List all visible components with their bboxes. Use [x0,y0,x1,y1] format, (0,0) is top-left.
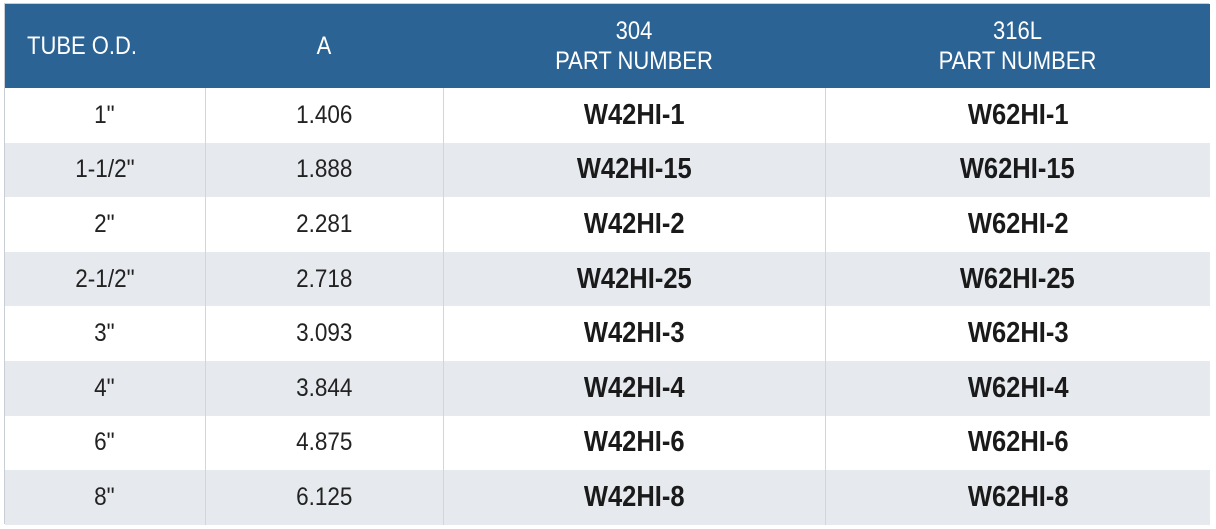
table-row: 8" 6.125 W42HI-8 W62HI-8 [5,470,1210,525]
a-value: 1.406 [295,100,353,129]
cell-a: 6.125 [205,470,444,525]
cell-part-304: W42HI-25 [443,251,826,307]
part-number-316l: W62HI-1 [967,98,1069,131]
part-number-316l: W62HI-4 [967,371,1069,404]
a-value: 2.718 [295,264,353,293]
a-value: 3.844 [295,373,353,402]
part-number-304: W42HI-25 [576,262,692,295]
a-value: 3.093 [295,319,353,348]
part-number-304: W42HI-3 [583,317,685,350]
a-value: 4.875 [295,428,353,457]
cell-part-304: W42HI-3 [443,306,826,361]
a-value: 1.888 [295,155,353,184]
a-value: 2.281 [295,209,353,238]
cell-part-316l: W62HI-8 [825,470,1210,525]
cell-tube-od: 2-1/2" [5,251,206,307]
table-row: 6" 4.875 W42HI-6 W62HI-6 [5,415,1210,471]
tube-od-value: 1" [94,100,116,129]
cell-part-316l: W62HI-6 [825,415,1210,471]
part-number-316l: W62HI-8 [967,480,1069,513]
part-number-304: W42HI-2 [583,207,685,240]
part-number-304: W42HI-6 [583,426,685,459]
cell-tube-od: 6" [5,415,206,471]
header-a-label: A [316,32,332,60]
a-value: 6.125 [295,482,353,511]
cell-part-316l: W62HI-2 [825,197,1210,252]
table-row: 1" 1.406 W42HI-1 W62HI-1 [5,88,1210,143]
header-a: A [205,4,443,88]
part-number-316l: W62HI-2 [967,207,1069,240]
table-row: 2" 2.281 W42HI-2 W62HI-2 [5,197,1210,252]
cell-part-316l: W62HI-3 [825,306,1210,361]
tube-od-value: 6" [94,428,116,457]
cell-part-316l: W62HI-25 [825,251,1210,307]
part-number-316l: W62HI-3 [967,317,1069,350]
cell-part-316l: W62HI-15 [825,142,1210,198]
cell-a: 1.406 [205,88,444,143]
cell-part-304: W42HI-1 [443,88,826,143]
part-number-table-container: TUBE O.D. A 304 PART NUMBER 316L PART NU… [4,3,1210,525]
header-316l-line2: PART NUMBER [938,47,1097,75]
cell-part-304: W42HI-4 [443,360,826,416]
table-row: 3" 3.093 W42HI-3 W62HI-3 [5,306,1210,361]
part-number-316l: W62HI-6 [967,426,1069,459]
header-304-part-number: 304 PART NUMBER [443,4,825,88]
part-number-table: TUBE O.D. A 304 PART NUMBER 316L PART NU… [5,4,1210,525]
cell-tube-od: 2" [5,197,206,252]
cell-part-304: W42HI-2 [443,197,826,252]
cell-a: 2.281 [205,197,444,252]
tube-od-value: 4" [94,373,116,402]
table-row: 1-1/2" 1.888 W42HI-15 W62HI-15 [5,142,1210,198]
part-number-304: W42HI-4 [583,371,685,404]
cell-part-316l: W62HI-4 [825,360,1210,416]
cell-a: 3.093 [205,306,444,361]
part-number-304: W42HI-15 [576,153,692,186]
table-row: 4" 3.844 W42HI-4 W62HI-4 [5,360,1210,416]
cell-part-304: W42HI-8 [443,470,826,525]
cell-tube-od: 8" [5,470,206,525]
cell-tube-od: 1" [5,88,206,143]
cell-a: 4.875 [205,415,444,471]
table-row: 2-1/2" 2.718 W42HI-25 W62HI-25 [5,251,1210,307]
table-header: TUBE O.D. A 304 PART NUMBER 316L PART NU… [5,4,1210,88]
cell-part-316l: W62HI-1 [825,88,1210,143]
cell-a: 2.718 [205,251,444,307]
header-tube-od: TUBE O.D. [5,4,205,88]
tube-od-value: 1-1/2" [75,155,135,184]
header-304-line1: 304 [615,17,653,45]
header-row: TUBE O.D. A 304 PART NUMBER 316L PART NU… [5,4,1210,88]
header-tube-od-label: TUBE O.D. [27,32,138,60]
table-body: 1" 1.406 W42HI-1 W62HI-1 1-1/2" 1.888 W4… [5,88,1210,525]
cell-tube-od: 1-1/2" [5,142,206,198]
tube-od-value: 8" [94,482,116,511]
header-316l-part-number: 316L PART NUMBER [825,4,1210,88]
cell-part-304: W42HI-6 [443,415,826,471]
header-304-line2: PART NUMBER [555,47,713,75]
cell-tube-od: 4" [5,360,206,416]
header-316l-line1: 316L [993,17,1042,45]
tube-od-value: 2-1/2" [75,264,135,293]
tube-od-value: 3" [94,319,116,348]
tube-od-value: 2" [94,209,116,238]
part-number-304: W42HI-1 [583,98,685,131]
part-number-316l: W62HI-15 [960,153,1076,186]
part-number-304: W42HI-8 [583,480,685,513]
cell-tube-od: 3" [5,306,206,361]
cell-a: 3.844 [205,360,444,416]
cell-a: 1.888 [205,142,444,198]
cell-part-304: W42HI-15 [443,142,826,198]
part-number-316l: W62HI-25 [960,262,1076,295]
